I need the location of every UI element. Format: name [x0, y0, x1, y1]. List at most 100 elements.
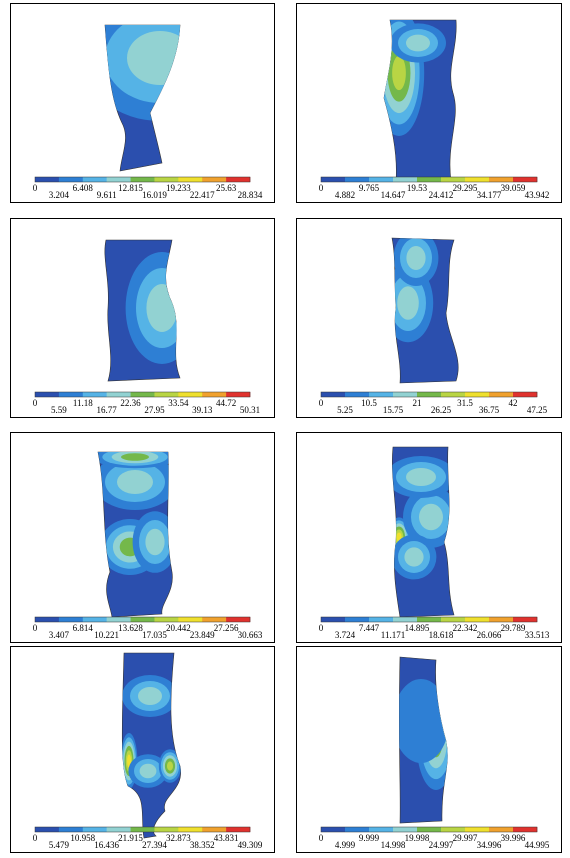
- colorbar-segment: [131, 177, 155, 182]
- panel: 04.8829.76514.64719.5324.41229.29534.177…: [297, 4, 562, 203]
- colorbar-segment: [178, 617, 202, 622]
- legend-label: 16.436: [94, 840, 119, 850]
- legend-label: 39.996: [501, 833, 526, 843]
- legend-label: 29.997: [453, 833, 478, 843]
- colorbar-segment: [321, 617, 345, 622]
- colorbar-segment: [202, 617, 226, 622]
- panel: 05.47910.95816.43621.91527.39432.87338.3…: [11, 647, 275, 853]
- colorbar-segment: [83, 392, 107, 397]
- colorbar-segment: [226, 177, 250, 182]
- legend-label: 0: [319, 183, 324, 193]
- colorbar-segment: [393, 177, 417, 182]
- panel: 04.9999.99914.99819.99824.99729.99734.99…: [297, 647, 562, 853]
- colorbar-segment: [417, 617, 441, 622]
- colorbar-segment: [226, 827, 250, 832]
- colorbar-segment: [417, 177, 441, 182]
- contour: [406, 35, 430, 52]
- colorbar-segment: [59, 392, 83, 397]
- contour: [140, 764, 157, 778]
- legend-label: 4.882: [335, 190, 355, 200]
- legend-label: 47.25: [527, 405, 548, 415]
- colorbar-segment: [345, 392, 369, 397]
- colorbar-segment: [345, 617, 369, 622]
- legend-label: 6.408: [73, 183, 94, 193]
- panel: 05.5911.1816.7722.3627.9533.5439.1344.72…: [11, 219, 275, 418]
- legend-label: 10.958: [70, 833, 95, 843]
- colorbar-segment: [489, 177, 513, 182]
- legend-label: 27.394: [142, 840, 167, 850]
- colorbar-segment: [417, 392, 441, 397]
- colorbar-segment: [321, 392, 345, 397]
- colorbar-segment: [369, 177, 393, 182]
- colorbar-segment: [154, 392, 178, 397]
- legend-label: 36.75: [479, 405, 500, 415]
- page: {"panels": [ {"legend": [0, 3.204, 6.408…: [0, 0, 570, 858]
- colorbar-segment: [489, 827, 513, 832]
- legend-label: 18.618: [429, 630, 454, 640]
- legend-label: 31.5: [457, 398, 473, 408]
- legend-label: 19.53: [407, 183, 428, 193]
- legend-label: 44.995: [525, 840, 550, 850]
- legend-label: 22.36: [120, 398, 141, 408]
- colorbar-segment: [441, 827, 465, 832]
- legend-label: 5.25: [337, 405, 353, 415]
- colorbar-segment: [345, 827, 369, 832]
- contour: [419, 504, 443, 530]
- legend-label: 38.352: [190, 840, 215, 850]
- legend-label: 26.25: [431, 405, 452, 415]
- colorbar-segment: [417, 827, 441, 832]
- legend-label: 25.63: [216, 183, 237, 193]
- colorbar-segment: [441, 177, 465, 182]
- legend-label: 29.295: [453, 183, 478, 193]
- figure: 03.2046.4089.61112.81516.01919.23322.417…: [0, 0, 570, 858]
- legend-label: 14.998: [381, 840, 406, 850]
- legend-label: 44.72: [216, 398, 236, 408]
- colorbar-segment: [131, 617, 155, 622]
- legend-label: 43.831: [214, 833, 239, 843]
- legend-label: 22.417: [190, 190, 215, 200]
- legend-label: 12.815: [118, 183, 143, 193]
- contour: [145, 529, 164, 555]
- panel: 03.7247.44711.17114.89518.61822.34226.06…: [297, 433, 562, 643]
- colorbar-segment: [83, 827, 107, 832]
- legend-label: 16.019: [142, 190, 167, 200]
- legend-label: 15.75: [383, 405, 404, 415]
- colorbar-segment: [107, 617, 131, 622]
- contour: [404, 547, 423, 566]
- legend-label: 9.999: [359, 833, 380, 843]
- colorbar-segment: [321, 177, 345, 182]
- contour: [406, 246, 425, 270]
- legend-label: 19.998: [405, 833, 430, 843]
- colorbar-segment: [107, 392, 131, 397]
- legend-label: 5.59: [51, 405, 67, 415]
- legend-label: 11.171: [381, 630, 405, 640]
- legend-label: 0: [33, 183, 38, 193]
- legend-label: 17.035: [142, 630, 167, 640]
- panel: 03.4076.81410.22113.62817.03520.44223.84…: [11, 433, 275, 643]
- legend-label: 23.849: [190, 630, 215, 640]
- contour: [397, 286, 419, 320]
- legend-label: 27.95: [144, 405, 165, 415]
- colorbar-segment: [59, 827, 83, 832]
- legend-label: 21.915: [118, 833, 143, 843]
- colorbar-segment: [83, 617, 107, 622]
- contour: [392, 56, 406, 90]
- colorbar-segment: [202, 177, 226, 182]
- legend-label: 33.54: [168, 398, 189, 408]
- contour: [167, 761, 173, 770]
- panel: 03.2046.4089.61112.81516.01919.23322.417…: [11, 0, 275, 203]
- legend-label: 9.765: [359, 183, 380, 193]
- legend-label: 43.942: [525, 190, 550, 200]
- legend-label: 3.407: [49, 630, 70, 640]
- colorbar-segment: [35, 827, 59, 832]
- legend-label: 39.059: [501, 183, 526, 193]
- colorbar-segment: [513, 177, 537, 182]
- colorbar-segment: [178, 827, 202, 832]
- legend-label: 10.5: [361, 398, 377, 408]
- legend-label: 14.647: [381, 190, 406, 200]
- colorbar-segment: [178, 177, 202, 182]
- contour: [406, 468, 436, 486]
- legend-label: 0: [33, 833, 38, 843]
- legend-label: 32.873: [166, 833, 191, 843]
- legend-label: 21: [413, 398, 422, 408]
